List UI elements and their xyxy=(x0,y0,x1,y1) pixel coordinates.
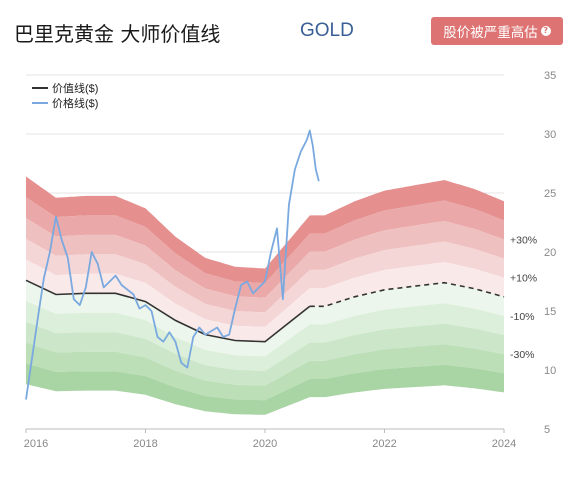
valuation-band xyxy=(26,321,504,386)
legend-label: 价格线($) xyxy=(52,96,98,110)
ticker-symbol: GOLD xyxy=(300,20,354,41)
y-tick-label: 25 xyxy=(544,188,556,200)
page-title: 巴里克黄金 大师价值线 xyxy=(14,22,221,46)
valuation-band xyxy=(26,280,504,357)
valuation-band xyxy=(26,259,504,342)
y-tick-label: 35 xyxy=(544,70,556,82)
valuation-band xyxy=(26,218,504,313)
x-tick-label: 2024 xyxy=(492,438,516,450)
band-label: +10% xyxy=(510,273,537,285)
valuation-band xyxy=(26,197,504,298)
x-tick-label: 2022 xyxy=(372,438,396,450)
value-line xyxy=(25,279,311,343)
valuation-band xyxy=(26,176,504,284)
value-line-projection xyxy=(309,281,505,308)
y-tick-label: 10 xyxy=(544,365,556,377)
valuation-label: 股价被严重高估 xyxy=(443,25,538,41)
price-line xyxy=(25,129,320,400)
y-tick-label: 30 xyxy=(544,129,556,141)
valuation-band xyxy=(26,238,504,327)
valuation-band xyxy=(26,342,504,401)
legend-label: 价值线($) xyxy=(52,81,98,95)
question-circle-icon[interactable]: ? xyxy=(540,26,551,36)
x-tick-label: 2016 xyxy=(24,438,48,450)
y-tick-label: 5 xyxy=(544,424,550,436)
band-label: -10% xyxy=(510,311,535,323)
valuation-band xyxy=(26,363,504,415)
x-tick-label: 2018 xyxy=(133,438,157,450)
y-tick-label: 15 xyxy=(544,306,556,318)
band-label: -30% xyxy=(510,349,535,361)
y-tick-label: 20 xyxy=(544,247,556,259)
valuation-band xyxy=(26,301,504,371)
valuation-badge[interactable]: 股价被严重高估 ? xyxy=(431,17,563,45)
x-tick-label: 2020 xyxy=(253,438,277,450)
band-label: +30% xyxy=(510,234,537,246)
